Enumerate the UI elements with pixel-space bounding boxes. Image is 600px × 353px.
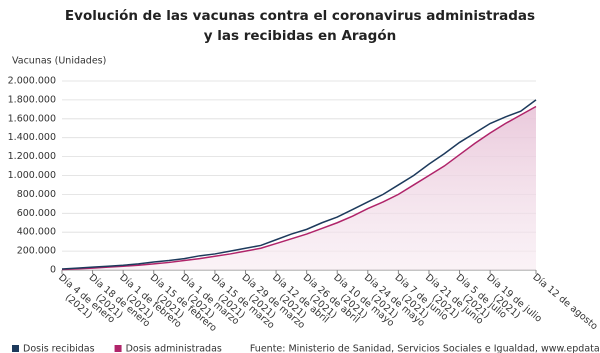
y-tick-label: 600.000 <box>17 208 56 219</box>
legend-label: Dosis recibidas <box>23 344 95 353</box>
series-line <box>61 99 537 270</box>
legend-swatch <box>12 345 19 352</box>
series-line <box>61 105 537 271</box>
y-tick-label: 0 <box>50 265 56 276</box>
y-tick-label: 1.000.000 <box>8 170 56 181</box>
y-tick-label: 400.000 <box>17 227 56 238</box>
area <box>62 106 536 270</box>
y-tick-label: 1.400.000 <box>8 132 56 143</box>
y-axis-label: Vacunas (Unidades) <box>12 56 106 67</box>
y-tick-label: 1.200.000 <box>8 151 56 162</box>
x-tick-label: Día 12 de agosto <box>530 272 599 333</box>
y-tick-label: 1.800.000 <box>8 94 56 105</box>
source: Fuente: Ministerio de Sanidad, Servicios… <box>250 344 600 353</box>
legend-label: Dosis administradas <box>126 344 222 353</box>
legend-swatch <box>114 345 122 352</box>
y-tick-label: 2.000.000 <box>8 76 56 87</box>
y-tick-label: 200.000 <box>17 246 56 257</box>
y-tick-label: 1.600.000 <box>8 113 56 124</box>
y-tick-label: 800.000 <box>17 189 56 200</box>
chart-title: Evolución de las vacunas contra el coron… <box>64 8 536 44</box>
